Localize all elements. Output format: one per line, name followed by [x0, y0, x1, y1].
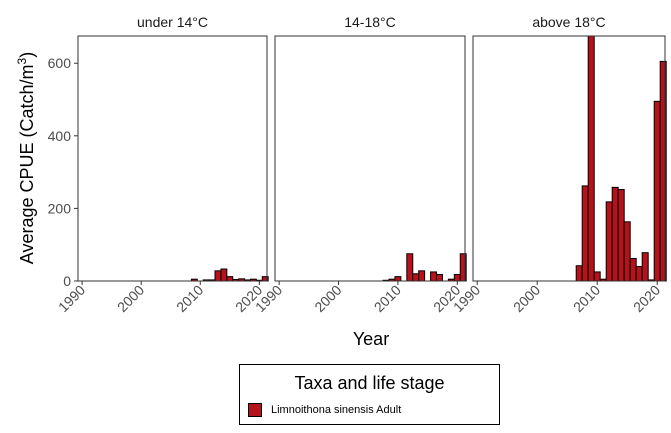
bar — [575, 265, 583, 282]
panel-border — [77, 35, 268, 282]
bar — [430, 271, 437, 282]
bar — [605, 201, 613, 282]
x-tick-label: 2010 — [173, 282, 206, 315]
bar — [629, 257, 637, 282]
legend-swatch — [248, 403, 262, 417]
bar — [394, 276, 402, 282]
bar — [214, 270, 222, 282]
bar — [611, 186, 619, 282]
plot-layer: 0 200 400 600 under 14°C 1990 2000 2010 2020 14-1… — [48, 14, 667, 315]
bar — [593, 271, 601, 282]
bar — [635, 265, 643, 282]
x-axis-label: Year — [353, 329, 389, 349]
panel-title: above 18°C — [532, 14, 605, 30]
bar — [412, 273, 420, 282]
y-tick-label: 400 — [48, 128, 72, 144]
x-tick-label: 2000 — [311, 282, 344, 315]
x-tick-label: 2010 — [570, 282, 603, 315]
faceted-bar-chart: Average CPUE (Catch/m3) Year 0 200 400 600 u… — [15, 14, 667, 349]
x-tick-label: 2000 — [510, 282, 543, 315]
panel-border — [274, 35, 466, 282]
y-tick-label: 200 — [48, 200, 72, 216]
bar — [453, 273, 461, 282]
legend-item[interactable]: Limnoithona sinensis Adult — [248, 403, 401, 417]
y-axis-label: Average CPUE (Catch/m3) — [15, 52, 37, 264]
bar — [623, 221, 631, 282]
x-tick-label: 2020 — [630, 282, 663, 315]
bar — [226, 276, 234, 282]
panel-title: 14-18°C — [344, 14, 396, 30]
bar — [406, 253, 414, 282]
panel-title: under 14°C — [137, 14, 208, 30]
bar — [220, 268, 228, 282]
panel-border — [472, 35, 666, 282]
bar — [617, 189, 625, 282]
legend-title: Taxa and life stage — [294, 373, 445, 393]
legend-label: Limnoithona sinensis Adult — [271, 404, 402, 416]
y-tick-label: 0 — [63, 273, 71, 289]
bar — [418, 270, 426, 282]
x-tick-label: 2010 — [371, 282, 404, 315]
y-tick-label: 600 — [48, 55, 72, 71]
bar — [653, 100, 661, 282]
bar — [587, 35, 595, 282]
bar — [581, 185, 589, 282]
x-tick-label: 1990 — [55, 282, 88, 315]
x-tick-label: 2000 — [114, 282, 147, 315]
legend: Taxa and life stage Limnoithona sinensis… — [239, 364, 500, 425]
bar — [436, 273, 443, 282]
bar — [641, 252, 649, 282]
